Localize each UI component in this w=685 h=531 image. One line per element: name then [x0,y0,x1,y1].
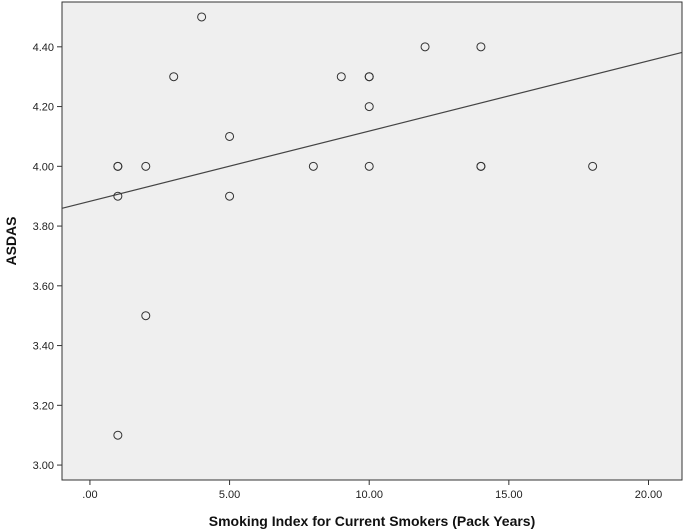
data-points [113,12,598,440]
data-point [141,311,151,321]
x-axis-title: Smoking Index for Current Smokers (Pack … [209,513,536,529]
data-point [364,72,374,82]
y-tick-label: 3.40 [33,341,54,353]
y-axis-title: ASDAS [3,216,19,265]
y-axis: 3.00 3.20 3.40 3.60 3.80 4.00 4.20 4.40 [33,42,62,472]
y-tick-label: 3.80 [33,221,54,233]
plot-area [61,1,683,481]
data-point [308,161,318,171]
x-tick-label: 20.00 [635,489,663,501]
y-tick-label: 3.00 [33,460,54,472]
y-tick-label: 4.40 [33,42,54,54]
regression-fit-line [61,51,683,209]
data-point [113,430,123,440]
x-tick-label: 10.00 [355,489,383,501]
data-point [364,161,374,171]
x-axis: .00 5.00 10.00 15.00 20.00 [82,480,662,501]
y-tick-label: 4.20 [33,102,54,114]
data-point [113,161,123,171]
data-point [169,72,179,82]
data-point [141,161,151,171]
y-tick-label: 3.20 [33,400,54,412]
data-point [113,191,123,201]
data-point [197,12,207,22]
x-tick-label: .00 [82,489,97,501]
x-tick-label: 15.00 [495,489,523,501]
data-point [364,102,374,112]
data-point [476,161,486,171]
data-point [420,42,430,52]
data-point [336,72,346,82]
plot-group: .00 5.00 10.00 15.00 20.00 3.003.203.403.603… [33,1,683,501]
x-tick-label: 5.00 [219,489,240,501]
y-tick-label: 4.00 [33,161,54,173]
data-point [588,161,598,171]
y-tick-label: 3.60 [33,281,54,293]
data-point [225,191,235,201]
data-point [225,131,235,141]
data-point [476,42,486,52]
